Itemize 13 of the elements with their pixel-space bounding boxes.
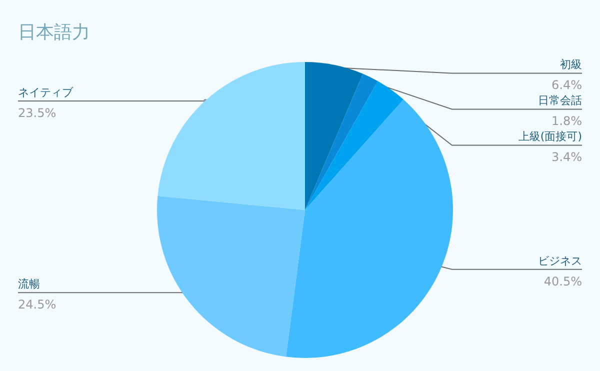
data-label: 23.5% <box>18 106 56 120</box>
slice-label: 上級(面接可) <box>518 130 582 144</box>
slice-label: 流暢 <box>18 278 40 291</box>
slice-label: 日常会話 <box>538 94 582 108</box>
data-label: 3.4% <box>552 150 582 164</box>
data-label: 1.8% <box>552 114 582 128</box>
chart-title: 日本語力 <box>18 21 90 44</box>
slice-label: 初級 <box>560 58 582 72</box>
slice-label: ネイティブ <box>18 86 74 99</box>
data-label: 40.5% <box>544 274 582 288</box>
data-label: 24.5% <box>18 298 56 312</box>
slice-label: ビジネス <box>538 254 582 268</box>
data-label: 6.4% <box>552 78 582 92</box>
